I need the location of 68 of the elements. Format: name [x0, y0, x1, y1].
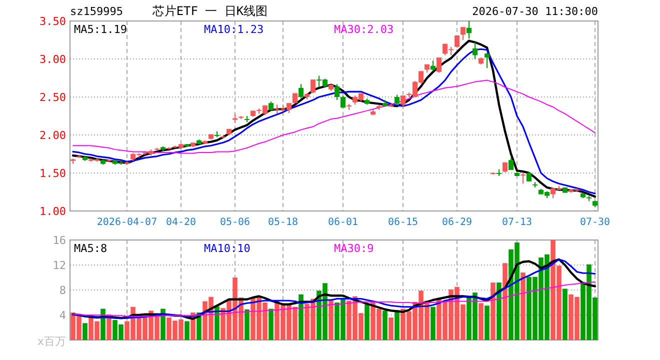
x-tick-label: 2026-04-07 — [96, 217, 158, 228]
bar — [484, 306, 490, 340]
candlestick — [508, 157, 514, 170]
text: MA10:1.23 — [204, 23, 264, 36]
y-tick-label: 3.50 — [40, 15, 66, 28]
bar — [268, 308, 274, 340]
candlestick — [460, 26, 466, 40]
candlestick — [394, 94, 400, 106]
candlestick — [340, 94, 346, 108]
y-axis-title: x百万 — [37, 335, 66, 348]
bar — [244, 309, 250, 340]
bar — [496, 282, 502, 340]
x-tick-label: 04-20 — [166, 217, 196, 228]
candlestick — [484, 52, 490, 69]
chart-subtitle: sz159995 — [70, 5, 123, 18]
bar — [430, 306, 436, 340]
x-tick-label: 05-18 — [268, 217, 298, 228]
candlestick — [232, 113, 238, 124]
candlestick — [436, 56, 442, 74]
y-tick-label: 3.00 — [40, 53, 66, 66]
candlestick — [430, 60, 436, 72]
bar — [394, 310, 400, 340]
y-tick-label: 2.00 — [40, 129, 66, 142]
bar — [382, 310, 388, 340]
bar — [364, 304, 370, 340]
y-tick-label: 16 — [52, 234, 66, 247]
x-tick-label: 07-30 — [580, 217, 610, 228]
y-tick-label: 4 — [59, 309, 66, 322]
bar — [478, 303, 484, 340]
line-series — [72, 281, 596, 317]
y-tick-label: 1.50 — [40, 167, 66, 180]
text: MA5:8 — [74, 242, 108, 255]
text: MA5:1.19 — [74, 23, 127, 36]
candlestick — [310, 79, 316, 94]
candlestick — [268, 101, 274, 112]
text: 2026-07-30 11:30:00 — [472, 5, 598, 18]
candlestick — [526, 172, 532, 182]
bar — [184, 321, 190, 340]
candlestick — [334, 84, 340, 101]
bar — [214, 306, 220, 340]
y-tick-label: 1.00 — [40, 205, 66, 218]
candlestick — [520, 172, 526, 184]
text: MA30:9 — [334, 242, 374, 255]
line-series — [72, 80, 596, 154]
x-tick-label: 06-01 — [328, 217, 358, 228]
candlestick — [472, 42, 478, 60]
bar — [82, 323, 88, 340]
bar — [490, 282, 496, 340]
y-tick-label: 8 — [59, 284, 66, 297]
candlestick — [454, 34, 460, 48]
bar — [562, 288, 568, 340]
x-tick-label: 06-15 — [388, 217, 418, 228]
x-tick-label: 06-29 — [442, 217, 472, 228]
candlestick — [466, 20, 472, 39]
y-tick-label: 12 — [52, 259, 66, 272]
text: MA30:2.03 — [334, 23, 394, 36]
y-tick-label: 2.50 — [40, 91, 66, 104]
x-tick-label: 05-06 — [220, 217, 250, 228]
x-tick-label: 07-13 — [502, 217, 532, 228]
text: MA10:10 — [204, 242, 250, 255]
bar — [502, 263, 508, 340]
chart-title: 芯片ETF 一 日K线图 — [151, 4, 268, 18]
candlestick — [214, 130, 220, 138]
candlestick — [298, 84, 304, 100]
bar — [328, 299, 334, 340]
bar — [520, 272, 526, 340]
bar — [298, 294, 304, 340]
bar — [388, 318, 394, 340]
